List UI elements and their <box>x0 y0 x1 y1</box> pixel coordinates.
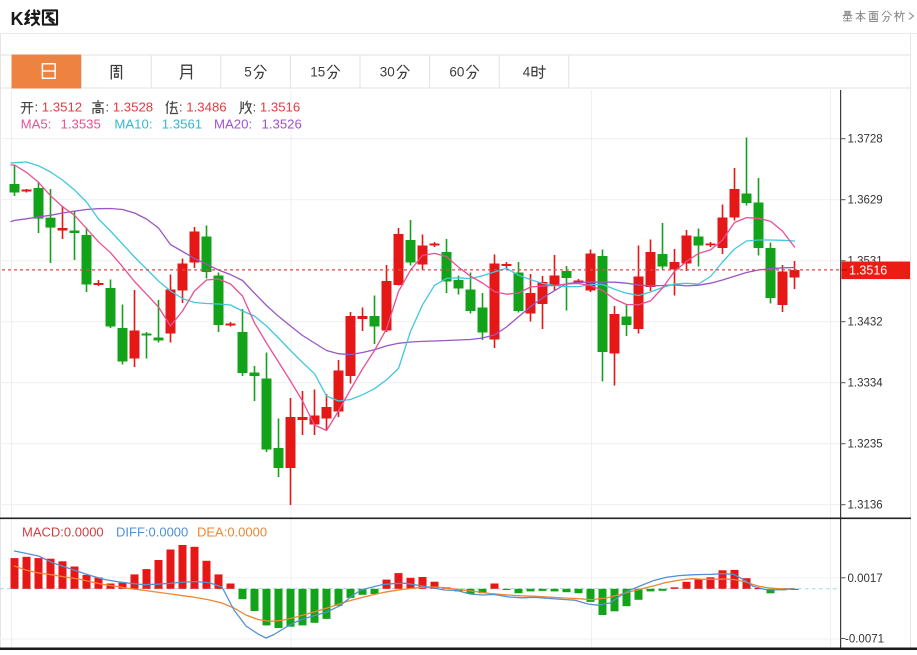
svg-text::: : <box>106 100 110 115</box>
svg-text:1.3629: 1.3629 <box>848 194 883 206</box>
svg-text:1.3136: 1.3136 <box>848 499 883 511</box>
svg-text:1.3528: 1.3528 <box>113 100 153 115</box>
svg-text:DIFF:0.0000: DIFF:0.0000 <box>116 525 188 540</box>
svg-text:1.3516: 1.3516 <box>849 264 887 278</box>
svg-text:1.3334: 1.3334 <box>848 377 884 389</box>
svg-text::: : <box>179 100 183 115</box>
svg-text:1.3561: 1.3561 <box>162 117 202 132</box>
svg-text:MA20:: MA20: <box>214 117 252 132</box>
svg-text:MA5:: MA5: <box>21 117 52 132</box>
svg-text:1.3486: 1.3486 <box>186 100 226 115</box>
svg-text:1.3432: 1.3432 <box>848 316 883 328</box>
svg-text:1.3512: 1.3512 <box>42 100 82 115</box>
svg-text:MA10:: MA10: <box>114 117 152 132</box>
svg-text:MACD:0.0000: MACD:0.0000 <box>22 525 104 540</box>
svg-text:K: K <box>11 9 24 29</box>
svg-text:-0.0071: -0.0071 <box>845 634 884 646</box>
svg-text:1.3516: 1.3516 <box>260 100 300 115</box>
svg-text:1.3235: 1.3235 <box>848 438 883 450</box>
svg-text:1.3728: 1.3728 <box>848 133 883 145</box>
svg-text:4: 4 <box>523 65 531 80</box>
svg-text:5: 5 <box>244 65 252 80</box>
svg-text::: : <box>253 100 257 115</box>
svg-text:1.3526: 1.3526 <box>262 117 302 132</box>
svg-text::: : <box>35 100 39 115</box>
svg-text:60: 60 <box>449 65 464 80</box>
svg-text:15: 15 <box>310 65 325 80</box>
svg-text:1.3535: 1.3535 <box>61 117 101 132</box>
svg-text:DEA:0.0000: DEA:0.0000 <box>197 525 267 540</box>
svg-text:0.0017: 0.0017 <box>848 573 883 585</box>
svg-text:30: 30 <box>380 65 395 80</box>
